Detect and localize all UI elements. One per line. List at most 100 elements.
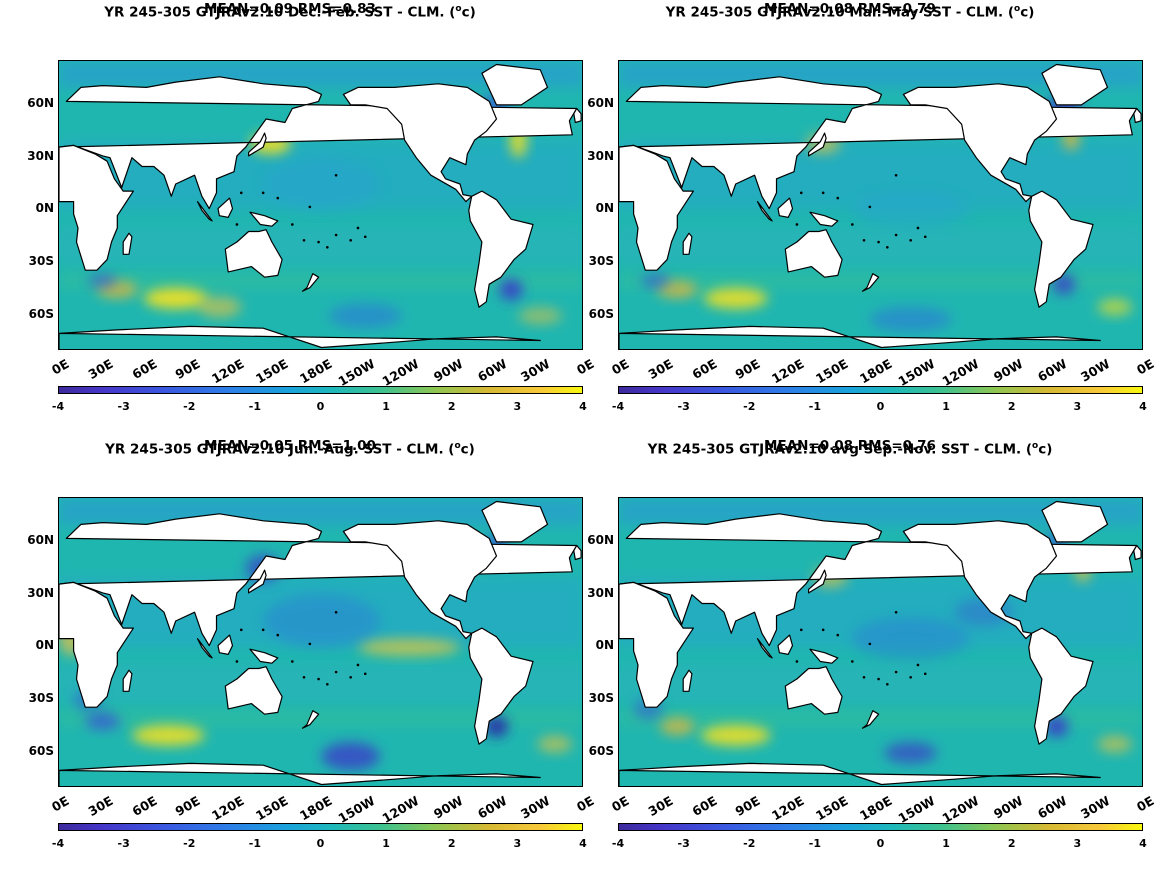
colorbar-tick-label: -2 [743, 400, 756, 413]
anomaly-blob [499, 278, 523, 301]
anomaly-blob [518, 307, 563, 325]
land-uk [1133, 107, 1142, 124]
map-canvas [59, 61, 582, 349]
lat-tick-label: 30S [588, 254, 614, 269]
island-marker [356, 663, 360, 667]
land-newguinea [249, 648, 279, 664]
land-borneo [217, 634, 234, 655]
lat-tick-label: 30N [27, 585, 54, 600]
map-panel-4: YR 245-305 GTJRAv2.10 avg Sep.-Nov. SST … [560, 437, 1156, 867]
map-canvas [619, 61, 1142, 349]
sst-anomaly-map [618, 60, 1143, 350]
island-marker [334, 233, 338, 237]
anomaly-blob [852, 617, 969, 660]
map-panel-1: YR 245-305 GTJRAv2.10 Dec.-Feb. SST - CL… [0, 0, 596, 430]
land-antarctica [59, 762, 541, 786]
colorbar-tick-label: -4 [611, 837, 625, 850]
panel-title-text: YR 245-305 GTJRAv2.10 Jun.-Aug. SST - CL… [105, 441, 455, 458]
land-sumatra [196, 638, 213, 659]
panel-stats: MEAN=0.08 RMS=0.79 [764, 1, 936, 17]
colorbar [58, 823, 583, 831]
island-marker [276, 196, 280, 200]
island-marker [795, 223, 799, 226]
land-sumatra [756, 201, 773, 222]
lat-tick-label: 60N [587, 532, 614, 547]
sst-anomaly-map [58, 60, 583, 350]
land-namerica [342, 83, 498, 203]
anomaly-blob [1097, 298, 1133, 316]
colorbar-tick-label: -4 [51, 400, 65, 413]
island-marker [799, 191, 803, 195]
island-marker [836, 633, 840, 637]
land-nz [301, 273, 320, 292]
colorbar-tick-label: -1 [248, 400, 261, 413]
island-marker [851, 223, 854, 226]
colorbar-tick-label: 3 [513, 837, 522, 850]
anomaly-blob [703, 287, 768, 309]
panel-title: YR 245-305 GTJRAv2.10 avg Sep.-Nov. SST … [560, 437, 1140, 459]
island-marker [239, 191, 243, 195]
island-marker [836, 196, 840, 200]
colorbar [58, 386, 583, 394]
island-marker [349, 675, 352, 679]
lat-tick-label: 60N [27, 95, 54, 110]
island-marker [916, 226, 920, 230]
land-namerica [342, 520, 498, 640]
panel-title: YR 245-305 GTJRAv2.10 Mar.-May SST - CLM… [560, 0, 1140, 22]
lat-tick-label: 60N [587, 95, 614, 110]
land-uk [1133, 544, 1142, 561]
panel-title-text: YR 245-305 GTJRAv2.10 Mar.-May SST - CLM… [665, 4, 1015, 21]
colorbar-tick-label: 1 [382, 400, 390, 413]
anomaly-blob [328, 303, 402, 329]
sst-anomaly-map [618, 497, 1143, 787]
anomaly-blob [484, 715, 509, 738]
unit-superscript: o [454, 441, 461, 451]
unit-tail: c) [1020, 4, 1035, 21]
land-japan [248, 569, 267, 594]
anomaly-blob [263, 594, 380, 648]
land-antarctica [619, 325, 1101, 349]
land-madagascar [682, 232, 693, 255]
colorbar-tick-label: 2 [1007, 837, 1016, 850]
colorbar-tick-label: -3 [677, 837, 690, 850]
colorbar-tick-label: -1 [808, 837, 821, 850]
panel-title-text: YR 245-305 GTJRAv2.10 avg Sep.-Nov. SST … [647, 441, 1033, 458]
island-marker [886, 683, 889, 686]
colorbar-tick-label: -3 [117, 400, 130, 413]
island-marker [291, 223, 294, 226]
island-marker [235, 223, 239, 226]
panel-stats: MEAN=0.08 RMS=0.76 [764, 438, 936, 454]
land-samerica [1028, 627, 1094, 745]
land-antarctica [619, 762, 1101, 786]
island-marker [276, 633, 280, 637]
island-marker [326, 683, 329, 686]
colorbar-tick-label: -4 [51, 837, 65, 850]
island-marker [302, 238, 306, 242]
map-canvas [59, 498, 582, 786]
island-marker [326, 246, 329, 249]
colorbar-tick-label: 4 [1139, 400, 1147, 413]
island-marker [302, 675, 306, 679]
land-greenland [481, 63, 549, 106]
sst-anomaly-map [58, 497, 583, 787]
colorbar-tick-label: 0 [316, 837, 325, 850]
lat-tick-label: 30N [27, 148, 54, 163]
island-marker [261, 628, 265, 632]
land-japan [248, 132, 267, 157]
island-marker [862, 675, 866, 679]
land-australia [784, 229, 843, 278]
land-namerica [902, 83, 1058, 203]
island-marker [894, 233, 898, 237]
land-samerica [468, 627, 534, 745]
colorbar-tick-label: 1 [382, 837, 390, 850]
colorbar-tick-label: 2 [447, 837, 456, 850]
unit-tail: c) [1038, 441, 1053, 458]
land-antarctica [59, 325, 541, 349]
colorbar-tick-label: 1 [942, 400, 950, 413]
colorbar-tick-label: 3 [1073, 400, 1082, 413]
unit-superscript: o [1032, 441, 1039, 451]
anomaly-band [619, 708, 1142, 727]
colorbar-tick-label: 4 [579, 837, 587, 850]
land-newguinea [809, 648, 839, 664]
land-sumatra [196, 201, 213, 222]
